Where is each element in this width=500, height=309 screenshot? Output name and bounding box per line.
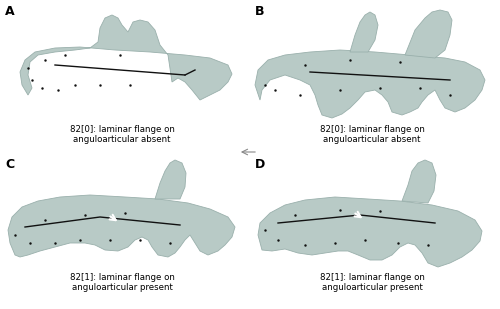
Text: D: D	[255, 158, 265, 171]
Polygon shape	[402, 160, 436, 203]
Text: C: C	[5, 158, 14, 171]
Text: A: A	[5, 5, 15, 18]
Polygon shape	[255, 50, 485, 118]
Text: 82[0]: laminar flange on
anguloarticular absent: 82[0]: laminar flange on anguloarticular…	[70, 125, 174, 144]
Text: B: B	[255, 5, 264, 18]
Polygon shape	[155, 160, 186, 199]
Polygon shape	[8, 195, 235, 257]
Text: 82[0]: laminar flange on
anguloarticular absent: 82[0]: laminar flange on anguloarticular…	[320, 125, 424, 144]
Text: 82[1]: laminar flange on
anguloarticular present: 82[1]: laminar flange on anguloarticular…	[320, 273, 424, 292]
Polygon shape	[405, 10, 452, 58]
Polygon shape	[258, 197, 482, 267]
Text: 82[1]: laminar flange on
anguloarticular present: 82[1]: laminar flange on anguloarticular…	[70, 273, 174, 292]
Polygon shape	[20, 15, 232, 100]
Polygon shape	[350, 12, 378, 52]
